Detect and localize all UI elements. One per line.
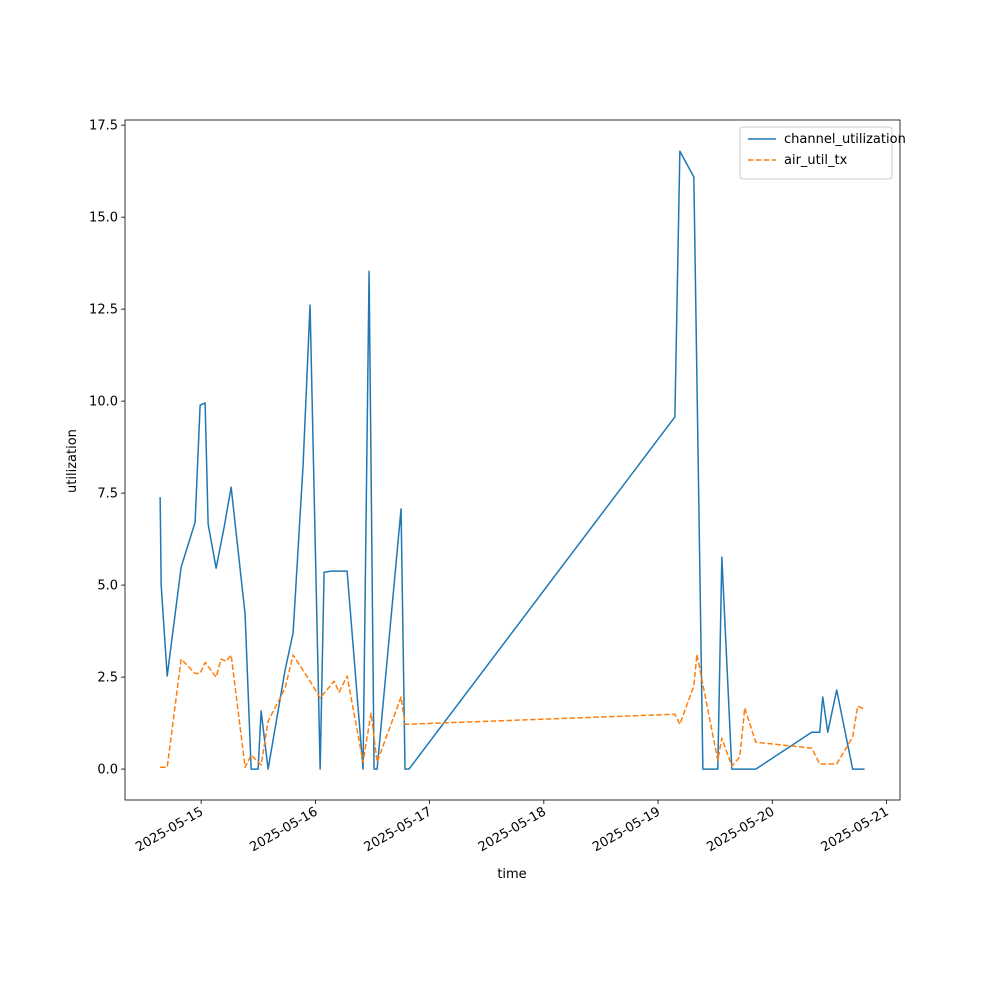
y-axis-label: utilization <box>65 429 80 493</box>
y-tick-label: 12.5 <box>89 303 118 318</box>
data-line <box>159 150 865 770</box>
x-tick-label: 2025-05-17 <box>362 804 435 855</box>
legend-label: air_util_tx <box>784 153 848 168</box>
legend-label: channel_utilization <box>784 132 906 147</box>
x-tick-label: 2025-05-16 <box>247 804 320 855</box>
plot-frame <box>124 119 901 801</box>
x-axis-label: time <box>497 867 526 882</box>
x-tick-label: 2025-05-20 <box>704 804 777 855</box>
y-tick-label: 15.0 <box>89 211 118 226</box>
x-tick-label: 2025-05-18 <box>476 804 549 855</box>
y-tick-label: 5.0 <box>97 579 118 594</box>
y-tick-label: 7.5 <box>97 487 118 502</box>
y-tick-label: 2.5 <box>97 671 118 686</box>
x-tick-label: 2025-05-15 <box>133 804 206 855</box>
x-tick-label: 2025-05-21 <box>819 804 892 855</box>
data-line <box>160 653 865 768</box>
y-tick-label: 10.0 <box>89 395 118 410</box>
legend: channel_utilization air_util_tx <box>739 126 906 180</box>
x-tick-label: 2025-05-19 <box>590 804 663 855</box>
y-tick-label: 17.5 <box>89 119 118 134</box>
legend-box <box>739 126 893 180</box>
y-tick-label: 0.0 <box>97 763 118 778</box>
